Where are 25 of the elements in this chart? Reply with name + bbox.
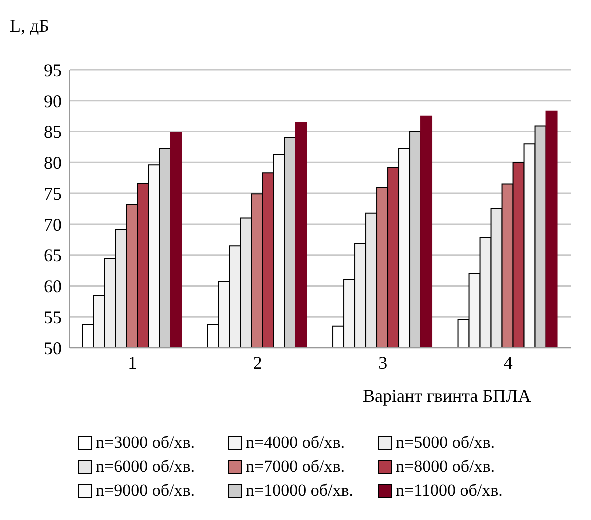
legend-label: n=10000 об/хв. xyxy=(246,481,354,501)
y-axis-title: L, дБ xyxy=(10,16,50,37)
legend-label: n=5000 об/хв. xyxy=(396,433,495,453)
y-tick-label: 70 xyxy=(44,214,62,235)
y-tick-label: 90 xyxy=(44,91,62,112)
x-tick-label: 2 xyxy=(253,352,262,373)
x-tick-label: 4 xyxy=(504,352,513,373)
legend-label: n=8000 об/хв. xyxy=(396,457,495,477)
y-tick-label: 60 xyxy=(44,276,62,297)
y-tick-label: 95 xyxy=(44,60,62,80)
y-tick-label: 55 xyxy=(44,308,62,328)
legend-label: n=7000 об/хв. xyxy=(246,457,345,477)
y-tick-label: 65 xyxy=(44,246,62,266)
legend-label: n=4000 об/хв. xyxy=(246,433,345,453)
legend-label: n=6000 об/хв. xyxy=(96,457,195,477)
y-tick-label: 50 xyxy=(44,338,62,358)
y-tick-label: 75 xyxy=(44,184,62,204)
legend-label: n=3000 об/хв. xyxy=(96,433,195,453)
x-tick-label: 1 xyxy=(128,352,138,373)
legend-label: n=9000 об/хв. xyxy=(96,481,195,501)
y-tick-label: 80 xyxy=(44,153,62,174)
x-tick-label: 3 xyxy=(378,352,388,373)
y-tick-label: 85 xyxy=(44,122,62,142)
x-axis-title: Варіант гвинта БПЛА xyxy=(363,386,532,407)
legend-label: n=11000 об/хв. xyxy=(396,481,503,501)
